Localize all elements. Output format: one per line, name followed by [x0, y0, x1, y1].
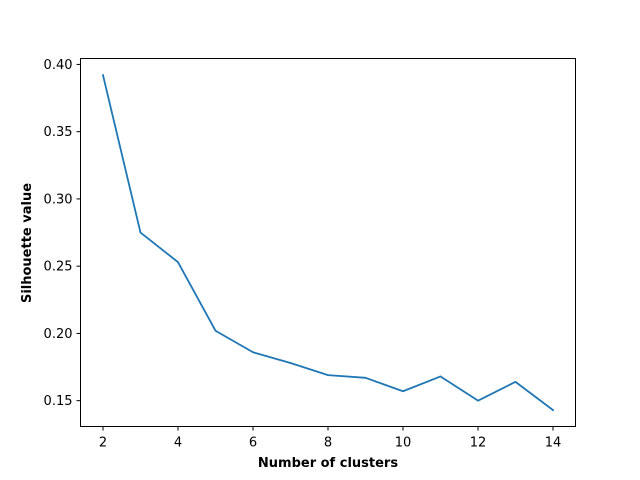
y-tick-label: 0.20	[44, 327, 73, 342]
data-point	[402, 390, 404, 393]
y-tick-label: 0.25	[44, 260, 73, 275]
data-point	[214, 329, 217, 332]
data-point	[177, 261, 179, 263]
data-point	[477, 399, 479, 402]
y-axis-label: Silhouette value	[20, 183, 35, 303]
x-tick-label: 6	[249, 436, 257, 451]
x-axis-label: Number of clusters	[258, 456, 398, 471]
axis-ticks: 2 4 6 8 10 12 14 0.15 0.20 0.25 0.30 0.35 0.40	[44, 58, 562, 451]
y-tick-label: 0.40	[44, 58, 73, 73]
data-point	[364, 377, 367, 379]
data-point	[252, 351, 254, 354]
x-tick-label: 12	[470, 436, 487, 451]
x-tick-label: 10	[395, 436, 412, 451]
data-point	[514, 381, 517, 383]
axes-frame	[80, 58, 576, 427]
data-point	[552, 409, 554, 411]
data-point	[439, 375, 442, 378]
y-tick-label: 0.35	[44, 125, 73, 140]
plot-area	[101, 74, 555, 412]
x-tick-label: 4	[174, 436, 182, 451]
y-tick-label: 0.30	[44, 192, 73, 207]
data-point	[102, 74, 104, 76]
x-tick-label: 8	[324, 436, 332, 451]
x-tick-label: 2	[99, 436, 107, 451]
data-point	[327, 374, 329, 376]
x-tick-label: 14	[545, 436, 562, 451]
data-point	[139, 231, 142, 234]
data-point	[289, 362, 292, 364]
y-tick-label: 0.15	[44, 394, 73, 409]
